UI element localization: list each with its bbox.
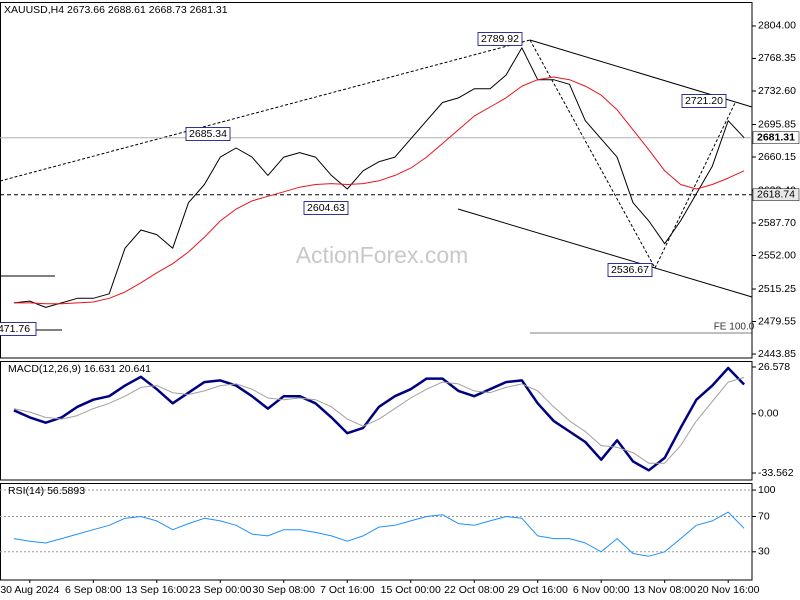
current-price-label: 2681.31 [757,132,795,144]
y-tick-label: 2552.00 [758,249,796,261]
trend-line [529,39,656,269]
panel-title: MACD(12,26,9) 16.631 20.641 [8,363,151,375]
y-tick-label: -33.562 [758,467,794,479]
x-tick-label: 20 Nov 16:00 [697,584,760,596]
x-tick-label: 7 Oct 16:00 [320,584,374,596]
price-tag [752,131,800,144]
series-line [13,377,745,464]
price-annotation-box [0,322,37,336]
series-line [13,511,745,557]
x-tick-label: 23 Sep 00:00 [189,584,252,596]
main-panel-frame [0,2,753,359]
y-tick-label: 2660.15 [758,151,796,163]
price-annotation: 471.76 [0,323,30,335]
series-line [13,366,746,472]
x-tick-label: 15 Oct 00:00 [381,584,441,596]
watermark: ActionForex.com [296,242,469,268]
trend-line [457,208,753,298]
price-annotation: 2685.34 [189,128,227,140]
y-tick-label: 2443.85 [758,348,796,360]
x-tick-label: 6 Sep 08:00 [65,584,122,596]
y-tick-label: 2768.35 [758,52,796,64]
price-annotation: FE 100.0 [714,322,755,333]
y-tick-label: 0.00 [758,408,779,420]
trend-line [654,102,736,269]
y-tick-label: 2804.00 [758,20,796,32]
x-tick-label: 22 Oct 08:00 [444,584,504,596]
y-tick-label: 30 [758,546,770,558]
x-tick-label: 13 Nov 08:00 [633,584,696,596]
price-annotation-box [607,263,653,277]
series-line [13,47,745,308]
x-tick-label: 30 Sep 08:00 [253,584,316,596]
price-annotation-box [477,32,523,46]
x-tick-label: 29 Oct 16:00 [508,584,568,596]
panel-title: RSI(14) 56.5893 [8,485,85,497]
x-tick-label: 6 Nov 00:00 [573,584,630,596]
y-tick-label: 2479.55 [758,315,796,327]
panel-title: XAUUSD,H4 2673.66 2688.61 2668.73 2681.3… [4,4,228,16]
y-tick-label: 100 [758,484,776,496]
y-tick-label: 70 [758,510,770,522]
y-tick-label: 2732.60 [758,85,796,97]
price-annotation-box [681,94,727,108]
price-annotation-box [303,201,349,215]
y-tick-label: 2695.85 [758,118,796,130]
price-annotation-box [185,127,231,141]
macd-panel-frame [0,361,753,481]
price-annotation: 2604.63 [307,202,345,214]
price-annotation: 2536.67 [611,264,649,276]
series-line [13,76,745,305]
level-tag [752,188,800,201]
level-label: 2618.74 [757,189,795,201]
x-tick-label: 30 Aug 2024 [0,584,59,596]
y-tick-label: 26.578 [758,361,790,373]
y-tick-label: 2587.70 [758,217,796,229]
x-tick-label: 13 Sep 16:00 [126,584,189,596]
price-annotation: 2721.20 [685,95,723,107]
trend-line [0,39,531,182]
price-annotation: 2789.92 [481,33,519,45]
rsi-panel-frame [0,483,753,581]
y-tick-label: 2515.25 [758,283,796,295]
